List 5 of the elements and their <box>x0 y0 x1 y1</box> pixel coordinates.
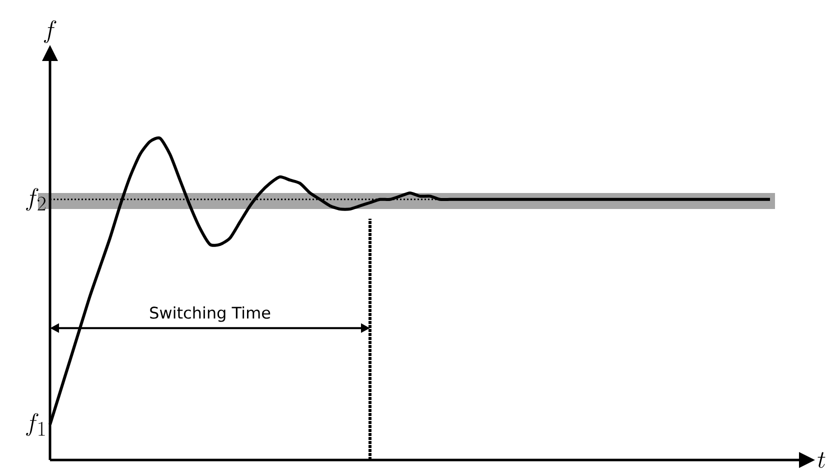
annotation: $f_2$ <box>26 188 46 211</box>
text: $f$ <box>44 20 56 44</box>
x-axis-title: $t$ <box>818 452 826 468</box>
annotation: $f_1$ <box>26 413 45 436</box>
annotation: Switching Time <box>150 306 270 322</box>
